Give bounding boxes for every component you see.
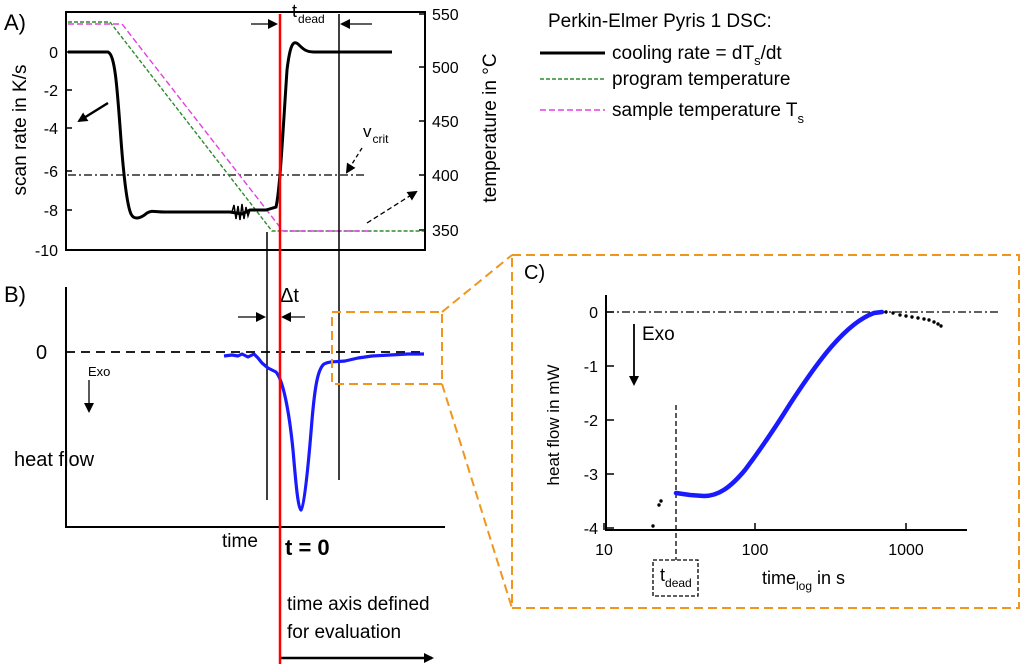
left-tick-label: -8 (44, 203, 58, 220)
panel-b-zero-label: 0 (36, 342, 47, 364)
right-tick-label: 350 (432, 223, 459, 240)
tdead-label: tdead (292, 1, 325, 26)
panel-c-x-tick-label: 10 (595, 542, 613, 559)
panel-a-right-axis-label: temperature in °C (480, 53, 501, 202)
zoom-source-box (331, 311, 443, 385)
panel-c-y-tick-label: -1 (584, 359, 598, 376)
panel-c-y-tick-label: -2 (584, 413, 598, 430)
panel-c-heat-flow-curve (673, 309, 885, 499)
panel-c-x-tick-labels: 10 100 1000 (595, 542, 924, 559)
panel-c-tail-points (651, 310, 943, 528)
legend-sample-label: sample temperature Ts (612, 100, 805, 126)
program-temperature-curve (68, 21, 424, 232)
cooling-noise (231, 203, 251, 221)
panel-a-left-tick-labels: 0 -2 -4 -6 -8 -10 (35, 45, 58, 260)
legend-cooling-label: cooling rate = dTs/dt (612, 43, 782, 68)
panel-b-label: B) (4, 282, 26, 307)
zoom-connector-top (441, 254, 513, 313)
left-tick-label: -4 (44, 121, 58, 138)
panel-c-tdead-label: tdead (660, 565, 692, 590)
cooling-rate-curve (68, 41, 392, 220)
left-tick-label: -6 (44, 164, 58, 181)
right-tick-label: 550 (432, 7, 459, 24)
right-tick-label: 450 (432, 114, 459, 131)
panel-c-label: C) (524, 262, 545, 284)
panel-c: C) 0 -1 -2 -3 -4 10 100 1000 heat flow i… (524, 262, 1000, 597)
panel-c-x-tick-label: 1000 (888, 542, 924, 559)
legend-title: Perkin-Elmer Pyris 1 DSC: (548, 11, 772, 32)
panel-b-heat-flow-curve (223, 352, 424, 512)
panel-c-y-tick-label: 0 (589, 305, 598, 322)
panel-b-y-label: heat flow (14, 449, 95, 471)
right-axis-arrow (366, 190, 418, 224)
right-tick-label: 400 (432, 168, 459, 185)
panel-c-x-ticks (603, 523, 907, 530)
zoom-target-box (511, 254, 1020, 609)
sample-temperature-curve (68, 23, 370, 232)
panel-c-y-tick-labels: 0 -1 -2 -3 -4 (584, 305, 598, 538)
panel-c-exo-label: Exo (642, 324, 675, 345)
dt-label: Δt (280, 285, 299, 307)
zoom-indicator (331, 254, 1020, 609)
panel-c-y-ticks (606, 311, 614, 529)
panel-c-x-label: timelog in s (762, 568, 845, 593)
time-axis-line2: for evaluation (287, 622, 401, 643)
panel-a-left-axis-label: scan rate in K/s (10, 65, 31, 196)
panel-b-axes (65, 287, 445, 528)
zoom-connector-bottom (441, 383, 513, 609)
panel-c-axes (605, 295, 967, 531)
t0-label: t = 0 (285, 535, 330, 560)
panel-b-x-label: time (222, 531, 258, 552)
left-axis-arrow (77, 101, 109, 123)
legend-program-label: program temperature (612, 69, 790, 90)
panel-a-frame (65, 11, 426, 251)
panel-c-tdead-box (652, 559, 699, 597)
panel-c-y-tick-label: -3 (584, 467, 598, 484)
panel-a-label: A) (4, 10, 26, 35)
vcrit-arrow (345, 147, 363, 174)
panel-c-y-tick-label: -4 (584, 521, 598, 538)
left-tick-label: -10 (35, 243, 58, 260)
panel-b: B) 0 Exo heat flow time Δt t = 0 time ax… (4, 282, 445, 663)
legend: Perkin-Elmer Pyris 1 DSC: cooling rate =… (540, 11, 805, 126)
time-axis-line1: time axis defined (287, 594, 430, 615)
panel-b-exo-label: Exo (88, 364, 110, 379)
panel-a-right-tick-labels: 550 500 450 400 350 (432, 7, 459, 240)
left-tick-label: -2 (44, 83, 58, 100)
panel-c-y-label: heat flow in mW (544, 365, 563, 486)
vcrit-label: vcrit (363, 122, 389, 146)
panel-c-x-tick-label: 100 (742, 542, 769, 559)
left-tick-label: 0 (49, 45, 58, 62)
panel-a-right-ticks (419, 13, 425, 231)
right-tick-label: 500 (432, 60, 459, 77)
panel-a: A) 0 -2 -4 -6 -8 -10 scan rate in K/s (4, 1, 501, 260)
